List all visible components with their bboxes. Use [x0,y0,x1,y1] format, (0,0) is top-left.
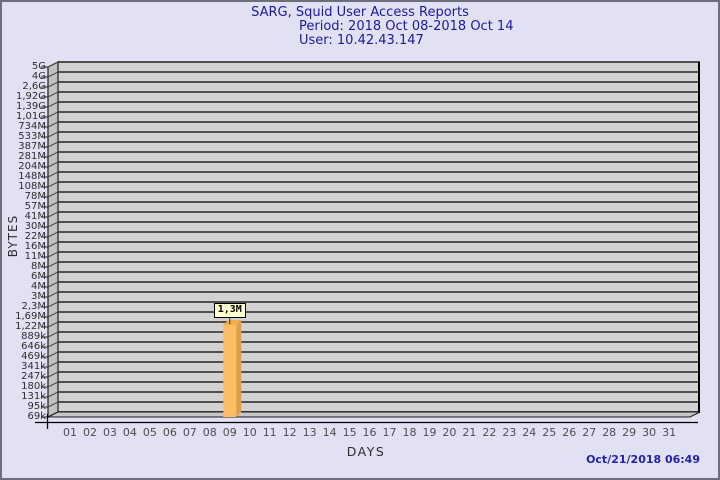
y-tick-label: 646k [21,341,46,352]
x-tick-label: 18 [402,426,417,439]
y-tick-label: 734M [18,121,46,132]
y-tick-label: 1,22M [15,321,46,332]
x-tick-label: 27 [582,426,597,439]
y-tick-label: 4M [31,281,46,292]
y-tick-label: 30M [24,221,46,232]
x-tick-label: 31 [662,426,677,439]
y-tick-label: 1,69M [15,311,46,322]
chart-period: Period: 2018 Oct 08-2018 Oct 14 [299,19,514,34]
x-tick-label: 10 [242,426,257,439]
x-axis-labels: 01 02 03 04 05 06 07 08 09 10 11 12 13 14 15 16 17 18 19 20… [0,426,720,440]
y-tick-label: 2,3M [21,301,46,312]
y-tick-label: 108M [18,181,46,192]
y-axis-labels: 5G 4G 2,6G 1,92G 1,39G 1,01G 734M 533M 387M 281M 2… [0,0,60,480]
x-axis-title: DAYS [346,444,386,459]
x-tick-label: 21 [462,426,477,439]
y-tick-label: 6M [31,271,46,282]
y-tick-label: 4G [31,71,46,82]
x-tick-label: 08 [202,426,217,439]
x-tick-label: 29 [622,426,637,439]
x-tick-label: 09 [222,426,237,439]
y-tick-label: 16M [24,241,46,252]
y-tick-label: 533M [18,131,46,142]
y-tick-label: 2,6G [22,81,46,92]
x-tick-label: 02 [82,426,97,439]
x-tick-label: 16 [362,426,377,439]
y-tick-label: 180k [21,381,46,392]
x-tick-label: 11 [262,426,277,439]
x-tick-label: 04 [122,426,137,439]
x-tick-label: 05 [142,426,157,439]
x-tick-label: 28 [602,426,617,439]
y-tick-label: 204M [18,161,46,172]
y-tick-label: 281M [18,151,46,162]
y-tick-label: 78M [24,191,46,202]
y-tick-label: 1,01G [15,111,46,122]
y-tick-label: 469k [21,351,46,362]
y-tick-label: 387M [18,141,46,152]
x-tick-label: 03 [102,426,117,439]
x-tick-label: 06 [162,426,177,439]
x-tick-label: 14 [322,426,337,439]
x-tick-label: 24 [522,426,537,439]
report-timestamp: Oct/21/2018 06:49 [586,453,700,466]
x-tick-label: 07 [182,426,197,439]
y-tick-label: 57M [24,201,46,212]
y-tick-label: 889k [21,331,46,342]
bar-value-annotation: 1,3M [213,303,246,319]
chart-title: SARG, Squid User Access Reports [251,5,469,20]
x-tick-label: 20 [442,426,457,439]
x-tick-label: 19 [422,426,437,439]
y-tick-label: 8M [31,261,46,272]
y-axis-title: BYTES [6,214,20,258]
x-tick-label: 30 [642,426,657,439]
y-tick-label: 5G [31,61,46,72]
y-tick-label: 148M [18,171,46,182]
x-tick-label: 26 [562,426,577,439]
y-tick-label: 3M [31,291,46,302]
x-tick-label: 15 [342,426,357,439]
y-tick-label: 341k [21,361,46,372]
y-tick-label: 11M [24,251,46,262]
x-tick-label: 13 [302,426,317,439]
y-tick-label: 69k [27,411,46,422]
x-tick-label: 23 [502,426,517,439]
x-tick-label: 01 [63,426,77,439]
x-tick-label: 25 [542,426,557,439]
x-tick-label: 17 [382,426,397,439]
y-tick-label: 22M [24,231,46,242]
y-tick-label: 131k [21,391,46,402]
x-tick-label: 12 [282,426,297,439]
y-tick-label: 247k [21,371,46,382]
chart-user: User: 10.42.43.147 [299,33,424,48]
x-tick-label: 22 [482,426,497,439]
y-tick-label: 1,39G [15,101,46,112]
y-tick-label: 95k [27,401,46,412]
y-tick-label: 41M [24,211,46,222]
y-tick-label: 1,92G [15,91,46,102]
